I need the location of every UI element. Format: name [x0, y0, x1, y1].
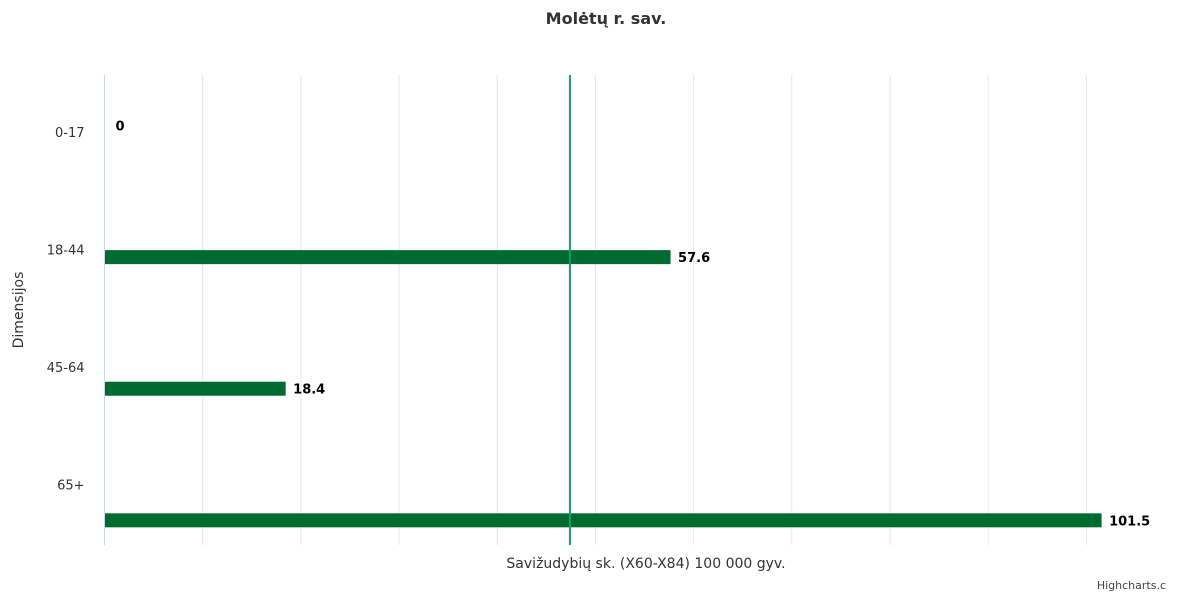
credits-link[interactable]: Highcharts.c: [1097, 579, 1166, 592]
data-label: 18.4: [293, 383, 325, 398]
category-label: 18-44: [47, 243, 85, 258]
data-labels: 0 57.6 18.4 101.5: [116, 120, 1151, 530]
data-label: 57.6: [678, 251, 710, 266]
x-axis-title: Savižudybių sk. (X60-X84) 100 000 gyv.: [506, 556, 785, 572]
data-label: 101.5: [1109, 514, 1150, 529]
bar[interactable]: [105, 250, 671, 265]
chart-title: Molėtų r. sav.: [546, 9, 667, 28]
category-label: 45-64: [47, 361, 85, 376]
y-axis-title: Dimensijos: [11, 272, 27, 349]
gridlines: [202, 75, 1087, 545]
bar[interactable]: [105, 381, 286, 396]
data-label: 0: [116, 120, 125, 135]
bars: [105, 250, 1102, 528]
bar[interactable]: [105, 513, 1102, 528]
category-label: 0-17: [55, 126, 85, 141]
category-label: 65+: [57, 478, 84, 493]
category-labels: 0-17 18-44 45-64 65+: [47, 126, 85, 494]
